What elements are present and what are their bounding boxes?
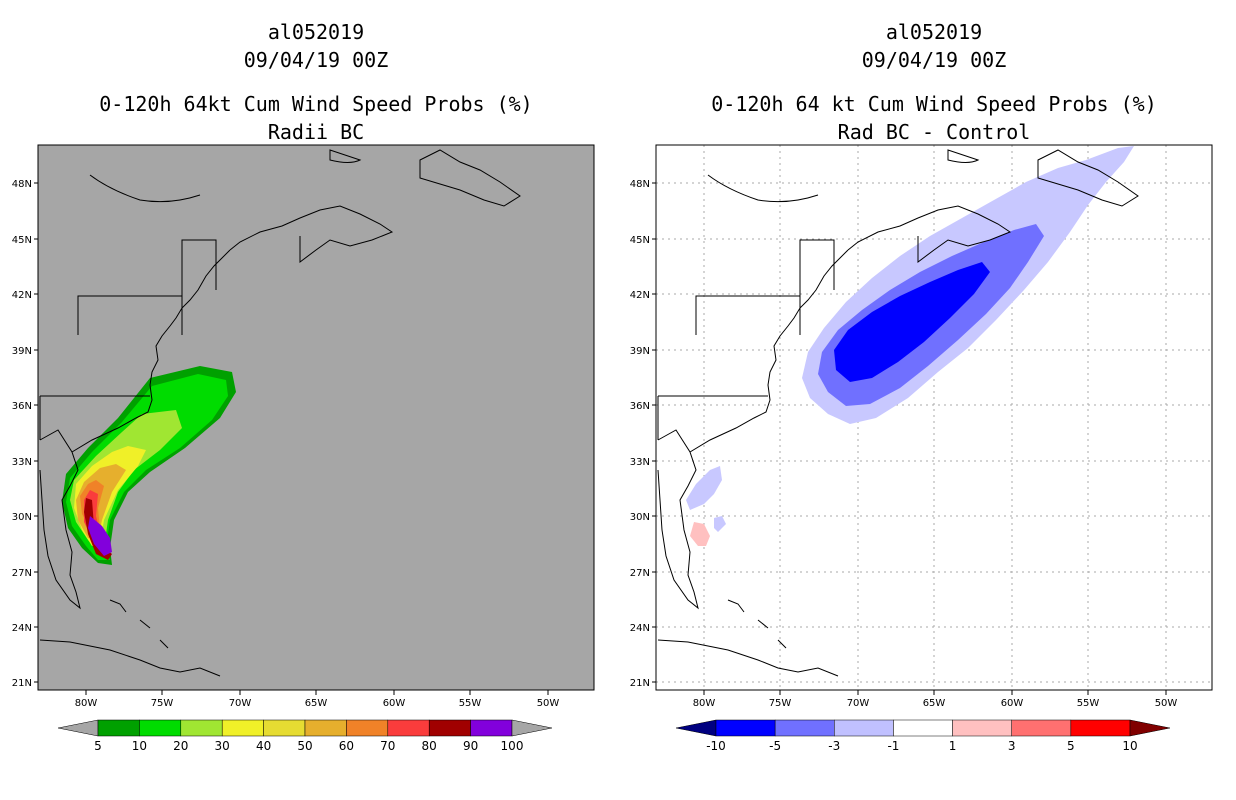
left-storm-id: al052019 xyxy=(267,20,365,44)
left-lat-label: 27N xyxy=(12,568,32,579)
left-colorbar-swatch xyxy=(387,719,430,737)
left-colorbar-left-arrow xyxy=(57,719,99,737)
left-colorbar-label: 10 xyxy=(132,739,147,753)
right-difference-field xyxy=(686,146,1134,546)
left-colorbar-swatch xyxy=(221,719,264,737)
right-subtitle: Rad BC - Control xyxy=(837,120,1031,144)
right-lat-label: 33N xyxy=(630,457,650,468)
left-colorbar-swatch xyxy=(263,719,306,737)
left-colorbar-label: 100 xyxy=(501,739,524,753)
left-lat-label: 45N xyxy=(12,235,32,246)
right-colorbar-swatch xyxy=(715,719,776,737)
left-title: 0-120h 64kt Cum Wind Speed Probs (%) xyxy=(99,92,533,116)
right-lon-label: 80W xyxy=(693,698,716,709)
right-lon-label: 65W xyxy=(923,698,946,709)
right-lat-label: 21N xyxy=(630,678,650,689)
right-colorbar-label: 3 xyxy=(1008,739,1016,753)
right-colorbar-swatch xyxy=(893,719,953,737)
left-colorbar-label: 30 xyxy=(215,739,230,753)
left-colorbar-swatch xyxy=(180,719,223,737)
right-lon-label: 55W xyxy=(1077,698,1100,709)
right-colorbar-swatch xyxy=(774,719,835,737)
left-lat-label: 21N xyxy=(12,678,32,689)
contour-80 xyxy=(84,498,112,560)
left-colorbar: 5 10 20 30 40 50 60 70 80 90 100 xyxy=(57,719,553,753)
right-lon-label: 60W xyxy=(1001,698,1024,709)
contour-minus-1-florida xyxy=(686,466,722,510)
left-colorbar-right-arrow xyxy=(511,719,553,737)
left-lat-label: 30N xyxy=(12,512,32,523)
right-axes: 48N 45N 42N 39N 36N 33N 30N 27N 24N 21N 80W 75W 70W 6… xyxy=(630,179,1178,709)
left-colorbar-label: 20 xyxy=(173,739,188,753)
left-datetime: 09/04/19 00Z xyxy=(243,48,389,72)
right-lat-label: 30N xyxy=(630,512,650,523)
left-colorbar-swatch xyxy=(139,719,182,737)
contour-minus-1-small xyxy=(714,516,726,532)
left-lat-label: 33N xyxy=(12,457,32,468)
right-colorbar-swatch xyxy=(1011,719,1072,737)
left-map: 48N 45N 42N 39N 36N 33N 30N 27N 24N 21N 80W 75W 70W 6… xyxy=(12,144,595,753)
right-colorbar-left-arrow xyxy=(675,719,717,737)
left-colorbar-label: 5 xyxy=(94,739,102,753)
left-lat-label: 42N xyxy=(12,290,32,301)
left-lat-label: 24N xyxy=(12,623,32,634)
right-coastlines xyxy=(657,149,1139,677)
contour-plus-1 xyxy=(690,522,710,546)
right-title: 0-120h 64 kt Cum Wind Speed Probs (%) xyxy=(711,92,1157,116)
right-colorbar-label: -10 xyxy=(706,739,726,753)
left-lon-label: 75W xyxy=(151,698,174,709)
left-lat-label: 39N xyxy=(12,346,32,357)
right-colorbar-label: 5 xyxy=(1067,739,1075,753)
left-coastlines xyxy=(39,149,521,677)
right-lat-label: 24N xyxy=(630,623,650,634)
left-colorbar-label: 50 xyxy=(297,739,312,753)
right-storm-id: al052019 xyxy=(885,20,983,44)
left-colorbar-swatch xyxy=(97,719,140,737)
left-lat-label: 36N xyxy=(12,401,32,412)
right-lat-label: 39N xyxy=(630,346,650,357)
left-lon-label: 80W xyxy=(75,698,98,709)
left-probability-swath xyxy=(62,366,236,565)
right-datetime: 09/04/19 00Z xyxy=(861,48,1007,72)
left-colorbar-swatch xyxy=(346,719,389,737)
contour-minus-5 xyxy=(834,262,990,382)
left-lon-label: 55W xyxy=(459,698,482,709)
right-lon-label: 50W xyxy=(1155,698,1178,709)
right-lat-label: 27N xyxy=(630,568,650,579)
right-colorbar-label: 10 xyxy=(1122,739,1137,753)
right-colorbar-label: 1 xyxy=(949,739,957,753)
left-colorbar-label: 80 xyxy=(422,739,437,753)
left-colorbar-swatch xyxy=(304,719,347,737)
right-lat-label: 48N xyxy=(630,179,650,190)
right-colorbar-swatch xyxy=(834,719,894,737)
right-colorbar-label: -1 xyxy=(887,739,899,753)
right-map: 48N 45N 42N 39N 36N 33N 30N 27N 24N 21N 80W 75W 70W 6… xyxy=(630,144,1213,753)
contour-90 xyxy=(88,516,112,556)
left-colorbar-swatch xyxy=(428,719,471,737)
right-colorbar-right-arrow xyxy=(1129,719,1171,737)
left-colorbar-label: 40 xyxy=(256,739,271,753)
right-lat-label: 36N xyxy=(630,401,650,412)
right-lat-label: 42N xyxy=(630,290,650,301)
left-colorbar-label: 60 xyxy=(339,739,354,753)
left-axes: 48N 45N 42N 39N 36N 33N 30N 27N 24N 21N 80W 75W 70W 6… xyxy=(12,179,560,709)
right-colorbar: -10 -5 -3 -1 1 3 5 10 xyxy=(675,719,1171,753)
right-lon-label: 70W xyxy=(847,698,870,709)
right-colorbar-swatch xyxy=(1070,719,1131,737)
right-colorbar-label: -3 xyxy=(828,739,840,753)
left-lon-label: 50W xyxy=(537,698,560,709)
right-colorbar-swatch xyxy=(952,719,1012,737)
left-lon-label: 60W xyxy=(383,698,406,709)
right-lon-label: 75W xyxy=(769,698,792,709)
left-colorbar-label: 70 xyxy=(380,739,395,753)
left-lat-label: 48N xyxy=(12,179,32,190)
left-lon-label: 65W xyxy=(305,698,328,709)
right-colorbar-label: -5 xyxy=(769,739,781,753)
right-lat-label: 45N xyxy=(630,235,650,246)
left-colorbar-label: 90 xyxy=(463,739,478,753)
left-lon-label: 70W xyxy=(229,698,252,709)
left-subtitle: Radii BC xyxy=(267,120,365,144)
left-colorbar-swatch xyxy=(470,719,513,737)
